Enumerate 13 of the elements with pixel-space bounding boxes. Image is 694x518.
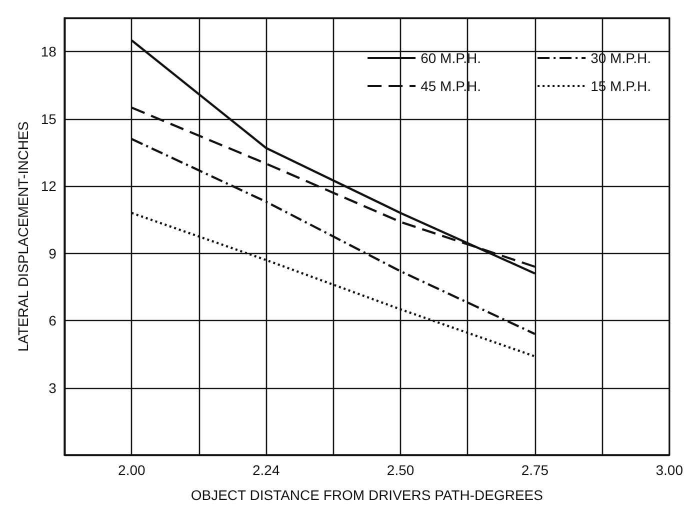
y-tick-label: 9 [48,245,57,262]
x-tick-label: 2.24 [252,462,280,478]
x-axis-title: OBJECT DISTANCE FROM DRIVERS PATH-DEGREES [190,487,543,503]
x-tick-label: 2.75 [521,462,549,478]
y-tick-label: 12 [40,178,57,194]
y-tick-label: 6 [48,312,57,329]
x-tick-label: 2.50 [386,462,414,478]
y-tick-label: 15 [40,110,57,127]
y-tick-label: 3 [48,380,57,396]
y-tick-label: 18 [40,44,57,60]
y-axis-title: LATERAL DISPLACEMENT-INCHES [15,121,31,352]
x-tick-label: 2.00 [118,462,146,478]
x-tick-label: 3.00 [656,462,684,478]
